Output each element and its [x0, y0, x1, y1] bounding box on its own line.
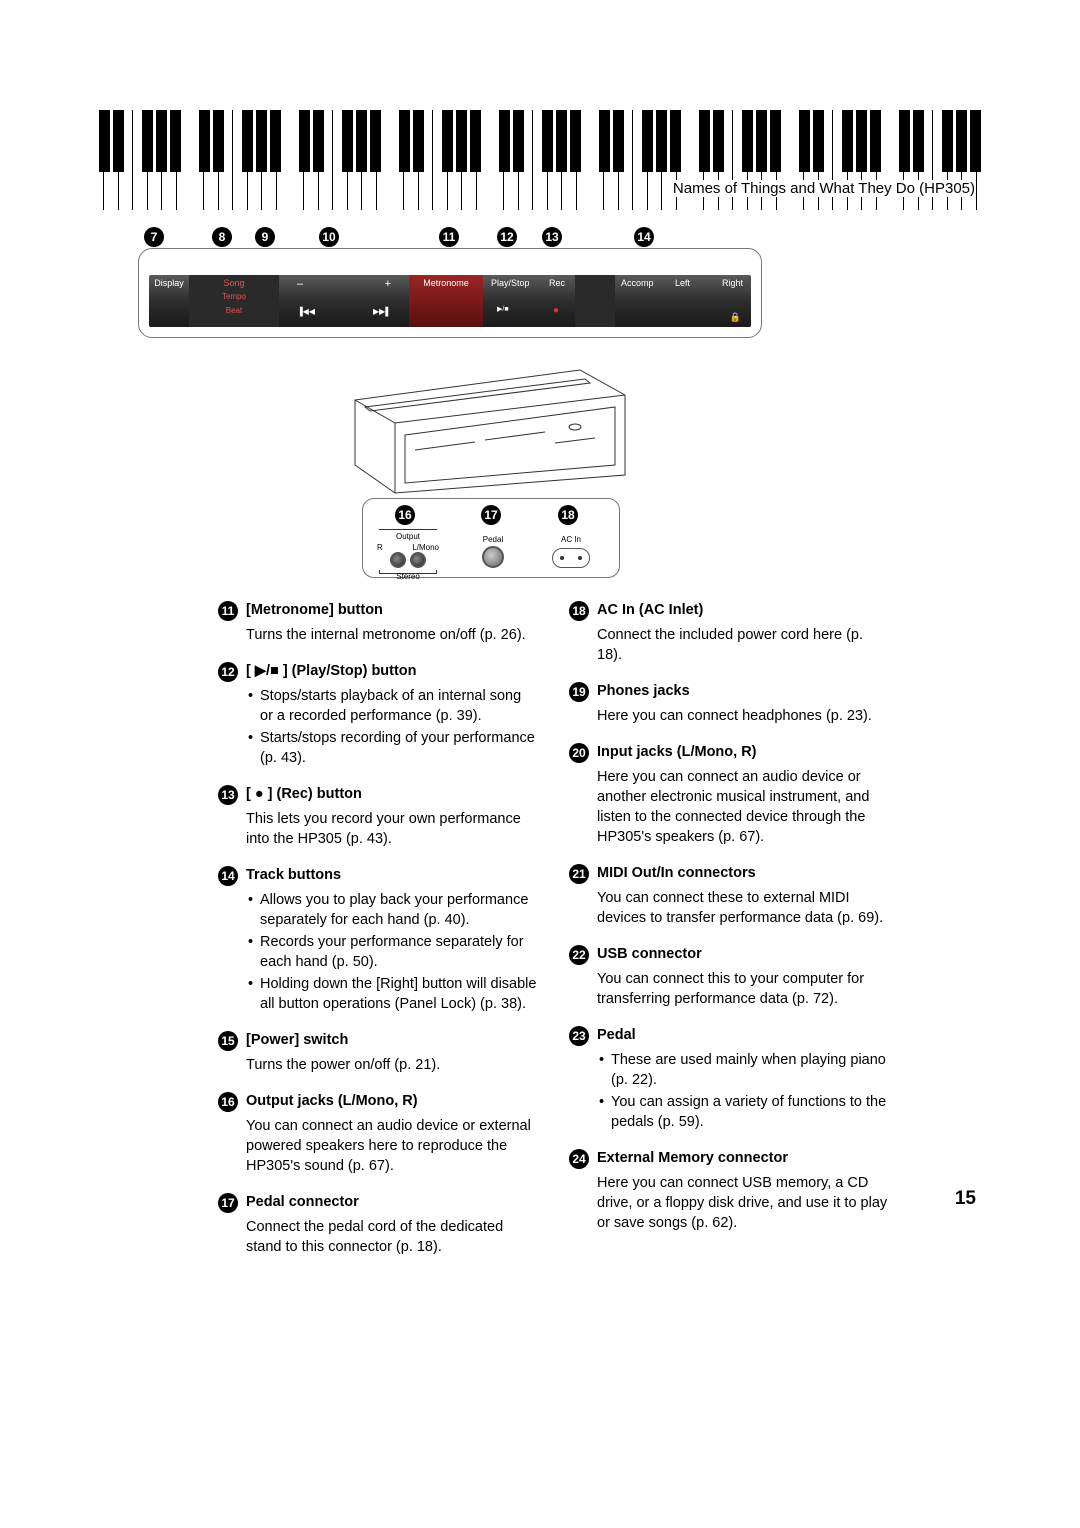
callout-11: 11: [439, 227, 459, 247]
item-number: 18: [569, 601, 589, 621]
item-number: 12: [218, 662, 238, 682]
item-heading: External Memory connector: [597, 1148, 788, 1168]
item-heading: Track buttons: [246, 865, 341, 885]
item-heading: Phones jacks: [597, 681, 690, 701]
item-number: 21: [569, 864, 589, 884]
item-body: Stops/starts playback of an internal son…: [218, 686, 537, 768]
item-heading: MIDI Out/In connectors: [597, 863, 756, 883]
callout-16: 16: [395, 505, 415, 525]
callout-18: 18: [558, 505, 578, 525]
callout-17: 17: [481, 505, 501, 525]
callout-8: 8: [212, 227, 232, 247]
item-body: You can connect these to external MIDI d…: [569, 888, 888, 928]
item-body: This lets you record your own performanc…: [218, 809, 537, 849]
item-number: 22: [569, 945, 589, 965]
description-columns: 11 [Metronome] button Turns the internal m…: [218, 600, 888, 1273]
item-body: Turns the internal metronome on/off (p. …: [218, 625, 537, 645]
item-number: 11: [218, 601, 238, 621]
rear-view-illustration: [335, 365, 645, 495]
item-heading: AC In (AC Inlet): [597, 600, 703, 620]
item-body: Connect the included power cord here (p.…: [569, 625, 888, 665]
item-number: 23: [569, 1026, 589, 1046]
item-body: Here you can connect headphones (p. 23).: [569, 706, 888, 726]
section-header: Names of Things and What They Do (HP305): [673, 180, 975, 197]
item-body: Here you can connect an audio device or …: [569, 767, 888, 847]
item-number: 15: [218, 1031, 238, 1051]
item-body: Turns the power on/off (p. 21).: [218, 1055, 537, 1075]
callout-12: 12: [497, 227, 517, 247]
item-body: Here you can connect USB memory, a CD dr…: [569, 1173, 888, 1233]
item-heading: Output jacks (L/Mono, R): [246, 1091, 418, 1111]
item-number: 14: [218, 866, 238, 886]
item-heading: USB connector: [597, 944, 702, 964]
item-body: You can connect an audio device or exter…: [218, 1116, 537, 1176]
callout-14: 14: [634, 227, 654, 247]
callout-13: 13: [542, 227, 562, 247]
item-heading: [ ▶/■ ] (Play/Stop) button: [246, 661, 417, 681]
callout-9: 9: [255, 227, 275, 247]
item-body: These are used mainly when playing piano…: [569, 1050, 888, 1132]
rear-connectors-figure: 16 17 18 Output RL/Mono Stereo Pedal AC …: [362, 498, 620, 578]
item-number: 17: [218, 1193, 238, 1213]
item-number: 24: [569, 1149, 589, 1169]
item-heading: Pedal: [597, 1025, 636, 1045]
callout-7: 7: [144, 227, 164, 247]
item-number: 13: [218, 785, 238, 805]
item-number: 20: [569, 743, 589, 763]
page-number: 15: [955, 1188, 976, 1210]
item-heading: Pedal connector: [246, 1192, 359, 1212]
item-body: Connect the pedal cord of the dedicated …: [218, 1217, 537, 1257]
item-body: You can connect this to your computer fo…: [569, 969, 888, 1009]
item-heading: [Power] switch: [246, 1030, 348, 1050]
item-heading: Input jacks (L/Mono, R): [597, 742, 757, 762]
control-panel-figure: 7 8 9 10 11 12 13 14 Display Song Tempo …: [138, 248, 762, 338]
item-heading: [ ● ] (Rec) button: [246, 784, 362, 804]
callout-10: 10: [319, 227, 339, 247]
item-number: 16: [218, 1092, 238, 1112]
item-heading: [Metronome] button: [246, 600, 383, 620]
item-number: 19: [569, 682, 589, 702]
item-body: Allows you to play back your performance…: [218, 890, 537, 1014]
